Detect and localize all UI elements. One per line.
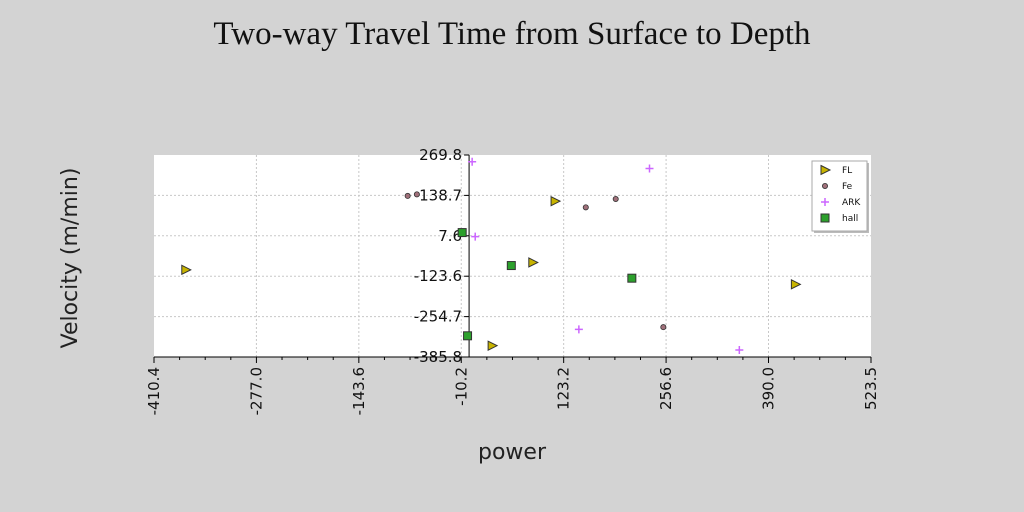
data-point-fl	[790, 279, 802, 290]
x-tick-label: -277.0	[247, 367, 265, 415]
axes: -410.4 -277.0 -143.6 -10.2 123.2 256.6 390.0 52…	[145, 146, 880, 415]
x-tick-label: 390.0	[760, 367, 778, 410]
legend-box	[811, 160, 868, 232]
data-point-fe	[413, 191, 420, 198]
data-point-hall	[463, 331, 473, 341]
y-tick-label: -254.7	[414, 308, 462, 326]
x-tick-label: 123.2	[555, 367, 573, 410]
plot-area	[154, 155, 871, 357]
data-point-ark	[735, 345, 744, 354]
data-point-fl	[528, 257, 539, 268]
legend-label: FL	[842, 166, 852, 176]
data-point-fe	[404, 192, 411, 199]
data-point-fl	[487, 340, 499, 351]
legend-marker-fl	[820, 164, 832, 176]
data-point-ark	[471, 232, 480, 241]
chart-title: Two-way Travel Time from Surface to Dept…	[213, 16, 811, 52]
x-tick-label: 523.5	[862, 367, 880, 410]
data-point-hall	[457, 228, 467, 238]
data-point-fl	[550, 195, 562, 207]
x-tick-label: 256.6	[657, 367, 675, 410]
x-tick-label: -10.2	[452, 367, 470, 406]
legend-label: Fe	[842, 182, 853, 192]
legend-marker-ark	[821, 198, 829, 206]
grid-lines	[154, 155, 871, 357]
x-axis-label: power	[478, 440, 547, 465]
data-point-ark	[468, 157, 477, 166]
data-point-fe	[660, 324, 667, 331]
legend-marker-fe	[822, 182, 829, 189]
data-point-hall	[506, 261, 516, 271]
data-point-fl	[181, 264, 192, 276]
data-point-ark	[645, 164, 654, 173]
y-tick-label: -123.6	[414, 267, 462, 285]
y-tick-label: 138.7	[419, 186, 462, 204]
data-points	[181, 157, 802, 354]
x-tick-label: -143.6	[350, 367, 368, 415]
x-tick-label: -410.4	[145, 367, 163, 415]
y-axis-label: Velocity (m/min)	[58, 168, 83, 349]
data-point-hall	[627, 273, 637, 283]
legend: FL Fe ARK hall	[811, 160, 869, 233]
data-point-ark	[574, 325, 583, 334]
data-point-fe	[612, 195, 619, 202]
legend-label: hall	[842, 214, 858, 224]
y-tick-label: 269.8	[419, 146, 462, 164]
legend-marker-hall	[820, 213, 830, 223]
legend-label: ARK	[842, 198, 861, 208]
data-point-fe	[582, 204, 589, 211]
y-tick-label: 7.6	[438, 227, 462, 245]
